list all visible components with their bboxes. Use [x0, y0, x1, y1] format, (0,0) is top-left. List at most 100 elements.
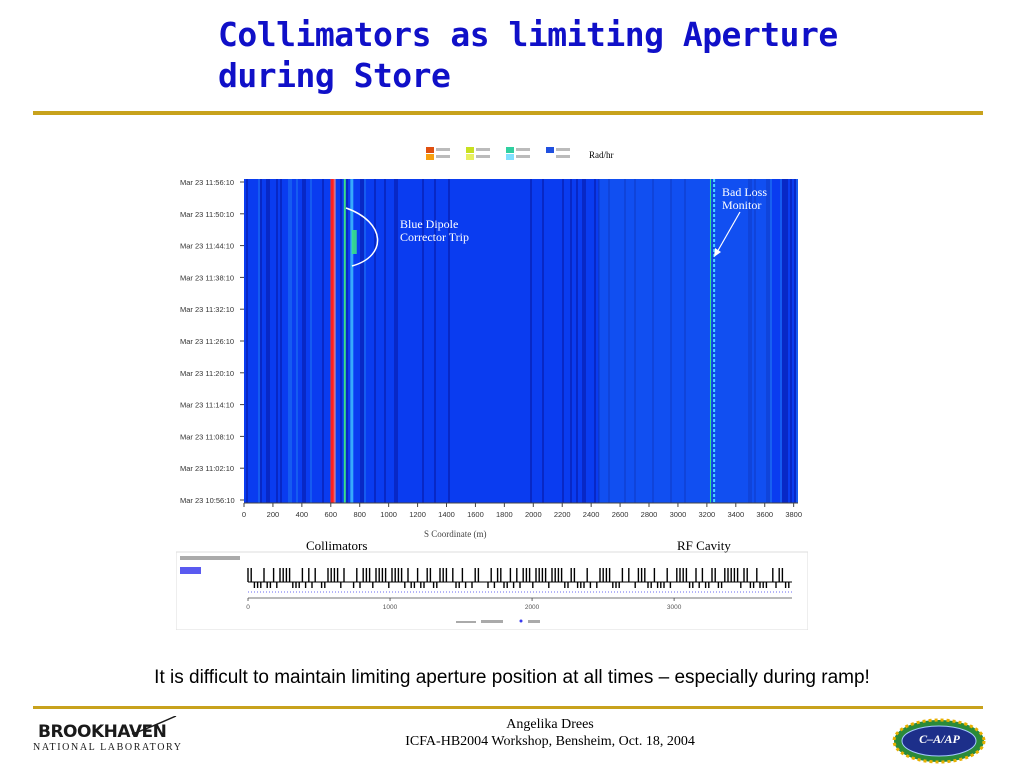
heatmap-column: [322, 179, 324, 503]
label-collimators: Collimators: [306, 538, 368, 553]
heatmap-column: [296, 179, 298, 503]
brookhaven-logo-name: BROOKHAVEN: [38, 722, 167, 742]
heatmap-dipole-trip-spot: [351, 230, 357, 254]
y-tick-label: Mar 23 11:26:10: [180, 337, 234, 346]
heatmap-column: [396, 179, 398, 503]
brookhaven-swoosh-icon: [131, 716, 177, 735]
legend-swatch: [426, 147, 434, 153]
legend-swatch: [466, 154, 474, 160]
legend-text-placeholder: [476, 155, 490, 158]
loss-monitor-heatmap: Mar 23 11:56:10 Mar 23 11:50:10 Mar 23 11:…: [176, 147, 808, 630]
lattice-legend-dot: [519, 619, 523, 623]
heatmap-column: [362, 179, 364, 503]
x-tick-label: 1400: [438, 510, 455, 519]
legend-text-placeholder: [556, 148, 570, 151]
heatmap-background: [244, 179, 798, 503]
legend-swatch: [546, 147, 554, 153]
heatmap-column: [364, 179, 366, 503]
x-tick-label: 1600: [467, 510, 484, 519]
y-tick-label: Mar 23 11:20:10: [180, 369, 234, 378]
legend-text-placeholder: [436, 148, 450, 151]
legend-unit: Rad/hr: [589, 150, 614, 160]
lattice-legend-swatch: [180, 567, 201, 574]
legend-swatch: [466, 147, 474, 153]
heatmap-column: [768, 179, 770, 503]
heatmap-column: [276, 179, 278, 503]
heatmap-column: [542, 179, 544, 503]
lattice-legend-text: [481, 620, 503, 623]
x-tick-label: 0: [242, 510, 246, 519]
heatmap-column: [288, 179, 290, 503]
y-tick-label: Mar 23 11:08:10: [180, 432, 234, 441]
y-tick-label: Mar 23 11:32:10: [180, 305, 234, 314]
x-tick-label: 1800: [496, 510, 513, 519]
lattice-tick-label: 2000: [525, 604, 540, 611]
legend-swatch: [506, 147, 514, 153]
lattice-frame: [176, 551, 808, 630]
heatmap-column: [310, 179, 312, 503]
legend-text-placeholder: [476, 148, 490, 151]
x-tick-label: 3800: [785, 510, 802, 519]
annotation-dipole-trip: Blue Dipole Corrector Trip: [400, 218, 469, 244]
heatmap-column: [634, 179, 636, 503]
heatmap-column: [712, 179, 714, 503]
legend-swatch: [426, 154, 434, 160]
y-axis-ticks: Mar 23 11:56:10 Mar 23 11:50:10 Mar 23 11:…: [180, 178, 244, 505]
legend-text-placeholder: [556, 155, 570, 158]
heatmap-column: [266, 179, 268, 503]
lattice-tick-label: 0: [246, 604, 250, 611]
slide-title: Collimators as limiting Aperture during …: [218, 14, 998, 96]
x-tick-label: 2000: [525, 510, 542, 519]
annotation-bad-loss-monitor: Bad Loss Monitor: [722, 186, 767, 212]
heatmap-column: [346, 179, 348, 503]
heatmap-collimator-stripe: [330, 179, 335, 503]
footer-divider: [33, 706, 983, 709]
x-tick-label: 2200: [554, 510, 571, 519]
heatmap-column: [790, 179, 792, 503]
heatmap-column: [576, 179, 578, 503]
heatmap-column: [304, 179, 306, 503]
heatmap-column: [290, 179, 292, 503]
x-tick-label: 3000: [670, 510, 687, 519]
heatmap-column: [782, 179, 784, 503]
heatmap-column: [394, 179, 396, 503]
legend-swatch: [546, 154, 554, 160]
lattice-tick-label: 1000: [383, 604, 398, 611]
annotation-bracket: [345, 207, 379, 267]
heatmap-column: [652, 179, 654, 503]
y-tick-label: Mar 23 11:14:10: [180, 401, 234, 410]
heatmap-column: [570, 179, 572, 503]
x-tick-label: 600: [325, 510, 338, 519]
heatmap-column: [562, 179, 564, 503]
y-tick-label: Mar 23 11:56:10: [180, 178, 234, 187]
x-tick-label: 200: [267, 510, 280, 519]
x-axis-label: S Coordinate (m): [424, 529, 487, 539]
heatmap-green-stripe: [343, 179, 346, 503]
legend-text-placeholder: [436, 155, 450, 158]
legend-swatch: [506, 154, 514, 160]
y-tick-label: Mar 23 10:56:10: [180, 496, 235, 505]
heatmap-column: [384, 179, 386, 503]
heatmap-column: [340, 179, 342, 503]
heatmap-rf-region: [598, 179, 772, 503]
heatmap-column: [754, 179, 756, 503]
heatmap-column: [766, 179, 768, 503]
heatmap-column: [530, 179, 532, 503]
heatmap-column: [448, 179, 450, 503]
heatmap-column: [750, 179, 752, 503]
heatmap-column: [608, 179, 610, 503]
x-tick-label: 3200: [699, 510, 716, 519]
x-tick-label: 3400: [727, 510, 744, 519]
y-tick-label: Mar 23 11:38:10: [180, 273, 234, 282]
annotation-monitor-line1: Bad Loss: [722, 185, 767, 199]
footer-author: Angelika Drees: [506, 717, 594, 732]
annotation-monitor-line2: Monitor: [722, 198, 762, 212]
cad-ring-icon: [892, 718, 986, 764]
x-tick-label: 1200: [409, 510, 426, 519]
lattice-legend-text: [528, 620, 540, 623]
x-tick-label: 800: [353, 510, 366, 519]
brookhaven-logo: BROOKHAVEN NATIONAL LABORATORY: [30, 716, 190, 756]
heatmap-column: [280, 179, 282, 503]
slide-title-line-1: Collimators as limiting Aperture: [218, 15, 838, 54]
y-tick-label: Mar 23 11:44:10: [180, 242, 234, 251]
